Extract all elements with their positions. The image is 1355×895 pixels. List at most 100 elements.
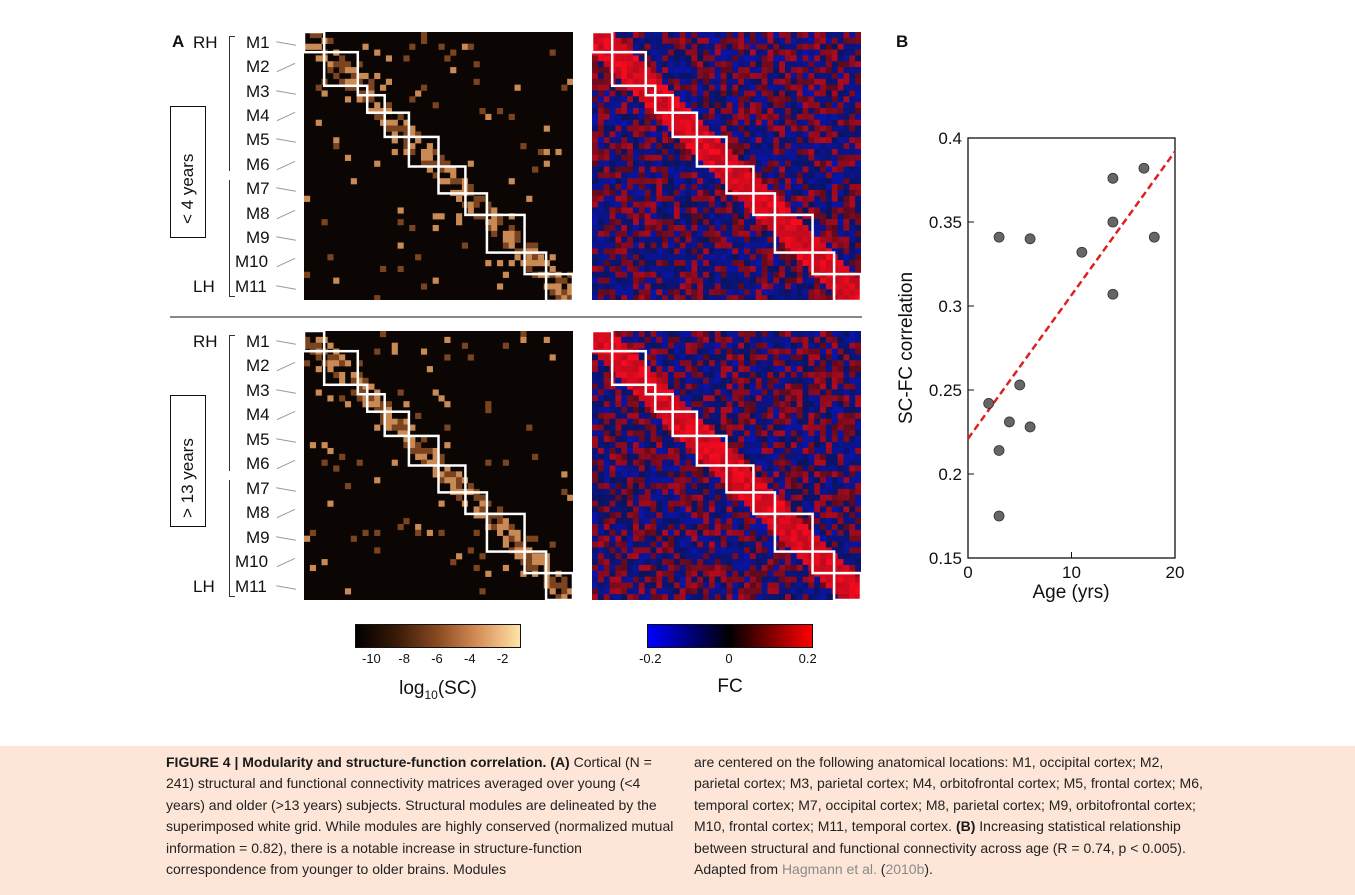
colorbar-tick-label: -8 xyxy=(398,651,410,666)
caption-text-2a: are centered on the following anatomical… xyxy=(694,754,1203,835)
module-label-m2: M2 xyxy=(246,57,270,77)
data-point xyxy=(1107,172,1119,184)
module-leader-line xyxy=(276,160,296,170)
module-block xyxy=(383,111,411,139)
module-leader-line xyxy=(276,486,296,492)
panel-b-letter: B xyxy=(896,32,909,51)
module-block xyxy=(592,331,614,353)
module-block xyxy=(304,331,326,353)
module-label-m3: M3 xyxy=(246,81,270,101)
plot-frame xyxy=(967,137,1176,559)
module-leader-line xyxy=(276,362,296,372)
caption-text-end: ). xyxy=(924,861,933,878)
module-label-m1: M1 xyxy=(246,332,270,351)
module-label-m6: M6 xyxy=(246,454,270,474)
module-block xyxy=(356,383,369,396)
row-label-old-box: > 13 years xyxy=(170,395,206,527)
module-label-m10: M10 xyxy=(235,252,269,272)
hemisphere-right-label: RH xyxy=(193,33,218,52)
caption-text-1: Cortical (N = 241) structural and functi… xyxy=(166,754,674,878)
module-label-m4: M4 xyxy=(246,405,270,425)
module-block xyxy=(365,93,386,114)
module-block xyxy=(592,32,614,54)
module-label-m7: M7 xyxy=(246,179,270,199)
module-block xyxy=(811,251,836,276)
data-point xyxy=(1014,379,1026,391)
data-point xyxy=(1107,216,1119,228)
module-block xyxy=(773,213,814,254)
module-block xyxy=(725,165,755,195)
module-leader-line xyxy=(276,584,296,590)
bracket-left-hemisphere xyxy=(229,479,235,597)
module-leader-line xyxy=(276,63,296,73)
fc-matrix-young xyxy=(592,32,861,300)
bracket-right-hemisphere xyxy=(229,36,235,172)
module-label-m11: M11 xyxy=(235,276,267,296)
fc-matrix-old xyxy=(592,331,861,600)
module-block xyxy=(832,571,861,600)
module-block xyxy=(407,434,440,467)
colorbar-tick-label: -2 xyxy=(496,651,509,666)
module-block xyxy=(365,392,386,413)
data-point xyxy=(1138,162,1150,174)
module-label-m1: M1 xyxy=(246,33,270,52)
citation-link-name[interactable]: Hagmann et al. xyxy=(781,861,877,878)
data-point xyxy=(993,510,1005,522)
sc-matrix-old xyxy=(304,331,573,600)
module-block xyxy=(523,550,548,575)
y-tick-label: 0.4 xyxy=(938,129,962,148)
caption-column-2: are centered on the following anatomical… xyxy=(694,754,1203,878)
caption-text-2b: Increasing statistical relationship betw… xyxy=(694,818,1186,878)
colorbar-tick-label: -4 xyxy=(464,651,476,666)
y-tick-label: 0.2 xyxy=(938,465,962,484)
module-block xyxy=(752,491,777,516)
module-leader-line xyxy=(276,340,296,345)
module-block xyxy=(304,32,326,54)
module-block xyxy=(653,93,674,114)
module-block xyxy=(671,410,699,438)
module-leader-line xyxy=(276,89,296,95)
module-block xyxy=(644,84,657,97)
sc-colorbar-title: log10(SC) xyxy=(399,678,477,702)
module-leader-line xyxy=(276,389,296,394)
module-leader-line xyxy=(276,284,296,290)
module-label-m5: M5 xyxy=(246,429,270,449)
hemisphere-left-label: LH xyxy=(193,276,215,296)
x-axis-label: Age (yrs) xyxy=(1032,582,1109,603)
module-block xyxy=(653,392,674,413)
module-block xyxy=(695,434,728,467)
y-tick-label: 0.25 xyxy=(929,381,962,400)
data-point xyxy=(1003,416,1015,428)
module-block xyxy=(485,512,526,553)
module-block xyxy=(544,272,573,300)
caption-bold-lead: FIGURE 4 | Modularity and structure-func… xyxy=(166,754,570,770)
module-block xyxy=(322,349,360,387)
module-block xyxy=(437,464,467,494)
colorbar-tick-label: 0 xyxy=(725,651,733,666)
module-label-m8: M8 xyxy=(246,203,270,223)
module-leader-line xyxy=(276,187,296,192)
module-block xyxy=(464,491,489,516)
citation-link-year[interactable]: 2010b xyxy=(885,861,925,878)
fit-line xyxy=(966,150,1177,440)
panel-a-letter: A xyxy=(172,32,185,51)
data-point xyxy=(993,445,1005,456)
caption-column-1: FIGURE 4 | Modularity and structure-func… xyxy=(166,752,674,880)
colorbar-tick-label: -6 xyxy=(431,651,443,666)
module-leader-line xyxy=(276,209,296,219)
module-label-m7: M7 xyxy=(246,478,270,498)
module-block xyxy=(523,251,548,276)
module-leader-line xyxy=(276,411,296,421)
module-leader-line xyxy=(276,508,296,519)
hemisphere-right-label: RH xyxy=(193,332,218,351)
module-block xyxy=(407,135,440,168)
scatter-chart: 0.15 0.2 0.25 0.3 0.35 0.4 0 10 20 Age (yrs) SC-… xyxy=(896,129,1184,603)
module-leader-line xyxy=(276,438,296,443)
data-point xyxy=(1076,246,1088,258)
module-leader-line xyxy=(276,111,296,122)
data-point xyxy=(983,398,995,409)
module-block xyxy=(485,213,526,254)
module-leader-line xyxy=(276,41,296,46)
y-tick-label: 0.3 xyxy=(938,297,962,316)
module-block xyxy=(544,571,573,600)
